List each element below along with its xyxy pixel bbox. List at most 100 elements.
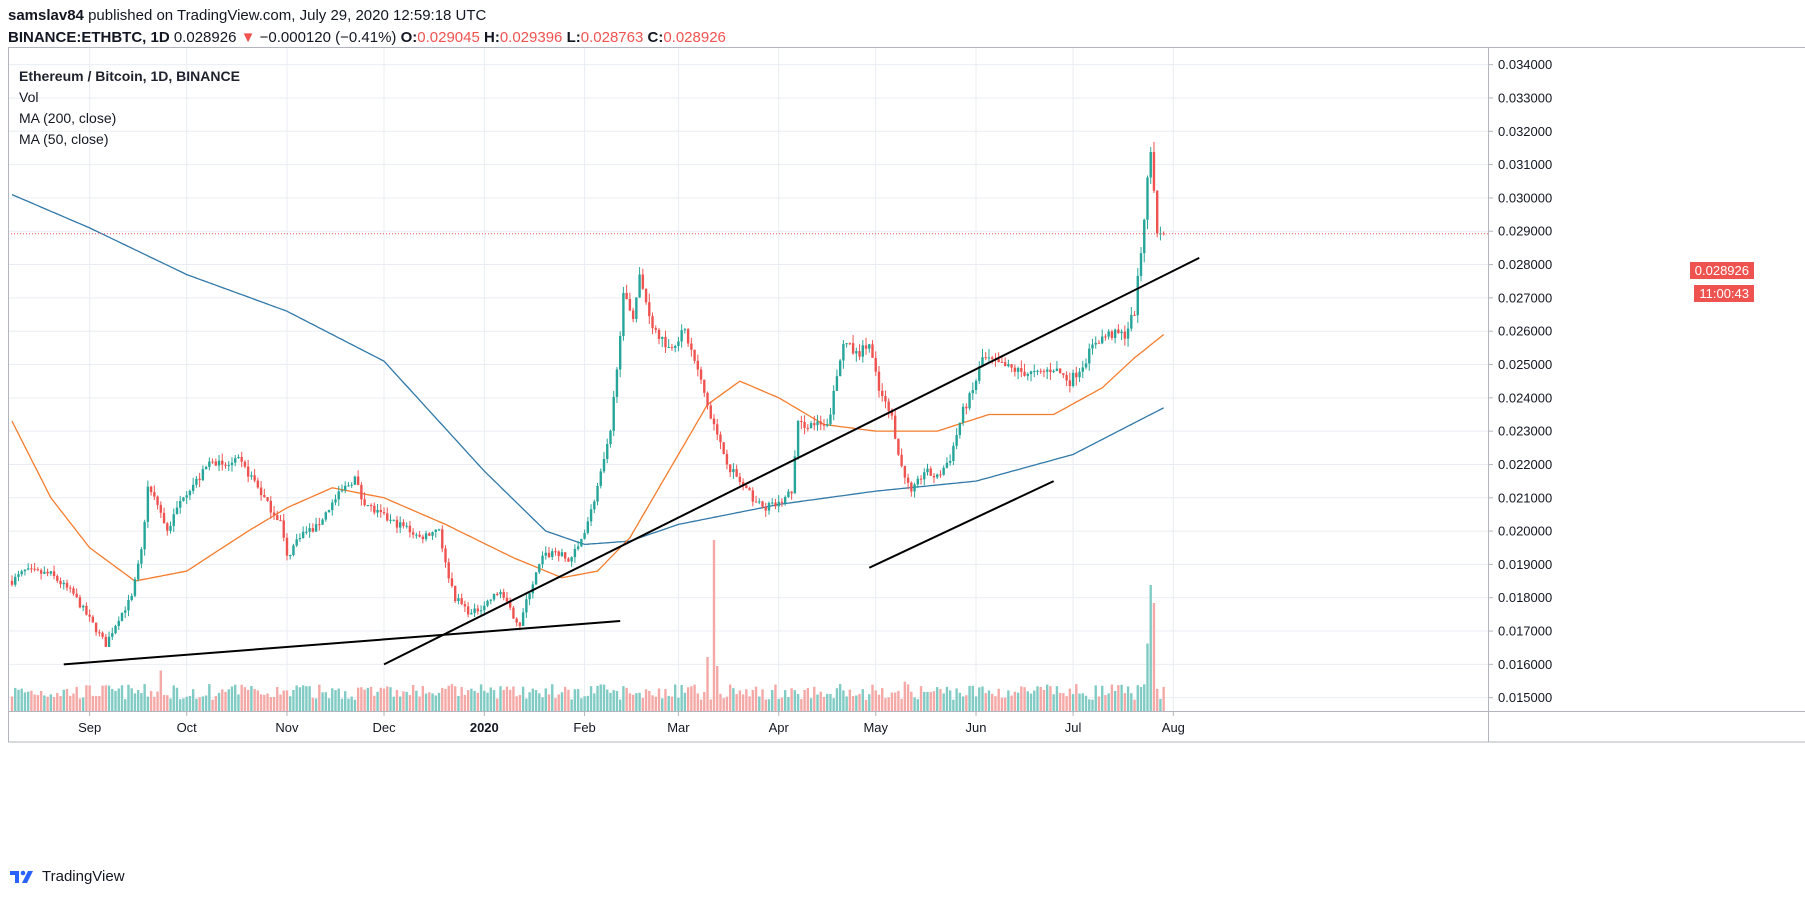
volume-bar <box>101 685 104 711</box>
candle-body <box>136 563 140 580</box>
y-tick-label: 0.022000 <box>1498 457 1552 472</box>
footer-brand[interactable]: TradingView <box>8 867 125 885</box>
open-label: O: <box>400 29 418 46</box>
candle-body <box>259 487 263 496</box>
candle-body <box>56 576 59 581</box>
volume-bar <box>434 695 437 711</box>
legend-vol[interactable]: Vol <box>19 89 39 105</box>
volume-bar <box>421 685 425 711</box>
volume-bar <box>324 692 327 711</box>
volume-bar <box>910 691 913 711</box>
volume-bar <box>981 686 984 711</box>
candle-body <box>926 468 929 473</box>
candle-body <box>334 499 337 503</box>
volume-bar <box>402 691 405 711</box>
candle-body <box>923 472 926 480</box>
chart-axes <box>8 47 1805 743</box>
x-tick-label: Sep <box>78 720 101 735</box>
candle-body <box>1013 367 1017 372</box>
volume-bar <box>871 684 874 711</box>
volume-bar <box>107 685 111 711</box>
volume-bar <box>117 688 120 711</box>
candle-body <box>625 292 628 299</box>
candle-body <box>156 496 159 505</box>
candle-body <box>159 504 163 513</box>
volume-bar <box>845 696 848 711</box>
legend-title[interactable]: Ethereum / Bitcoin, 1D, BINANCE <box>19 68 240 84</box>
candle-body <box>450 578 454 587</box>
candle-body <box>166 523 169 531</box>
volume-bar <box>615 690 619 711</box>
volume-bar <box>182 698 185 711</box>
volume-bar <box>389 687 392 711</box>
candle-body <box>1143 219 1146 254</box>
volume-bar <box>356 687 360 711</box>
legend-ma50[interactable]: MA (50, close) <box>19 131 109 147</box>
volume-bar <box>1010 695 1013 711</box>
volume-bar <box>1075 684 1078 711</box>
candle-body <box>1149 152 1152 178</box>
candle-body <box>162 512 166 524</box>
candle-body <box>858 351 861 357</box>
volume-bar <box>576 689 580 711</box>
candle-body <box>916 478 919 485</box>
candle-body <box>130 595 133 600</box>
volume-bar <box>179 699 182 711</box>
candle-body <box>544 552 547 556</box>
candle-body <box>39 570 43 574</box>
volume-bar <box>166 695 169 711</box>
candle-body <box>289 555 292 557</box>
volume-bar <box>654 696 657 711</box>
volume-bar <box>91 695 95 711</box>
volume-bar <box>479 684 483 711</box>
volume-bar <box>133 693 137 711</box>
candle-body <box>499 592 502 595</box>
candle-body <box>958 422 962 436</box>
candle-body <box>327 510 331 513</box>
volume-bar <box>829 694 832 711</box>
volume-bar <box>266 693 269 711</box>
author-name[interactable]: samslav84 <box>8 7 84 24</box>
candle-body <box>179 500 182 508</box>
volume-bar <box>758 696 761 711</box>
candle-body <box>224 464 227 466</box>
volume-bar <box>589 686 593 711</box>
candle-body <box>803 421 806 428</box>
candle-body <box>344 485 347 491</box>
volume-bar <box>690 686 693 711</box>
symbol-label: BINANCE:ETHBTC, 1D <box>8 29 170 46</box>
volume-bar <box>596 685 599 711</box>
brand-name: TradingView <box>42 867 125 885</box>
candle-body <box>17 574 20 577</box>
volume-bar <box>809 698 813 711</box>
candle-body <box>832 390 835 415</box>
volume-bar <box>156 691 159 711</box>
volume-bar <box>699 699 703 711</box>
candle-body <box>534 572 538 585</box>
volume-bar <box>46 696 49 711</box>
volume-bar <box>289 696 292 711</box>
volume-bar <box>932 691 936 711</box>
candle-body <box>838 360 842 377</box>
volume-bar <box>162 695 166 711</box>
candle-body <box>515 618 518 623</box>
volume-bar <box>997 688 1000 711</box>
volume-bar <box>1000 697 1004 711</box>
volume-bar <box>10 696 14 711</box>
volume-bar <box>774 684 777 711</box>
volume-bar <box>1049 686 1052 711</box>
legend-ma200[interactable]: MA (200, close) <box>19 110 117 126</box>
candle-body <box>596 485 599 502</box>
candle-body <box>1139 253 1143 276</box>
volume-bar <box>457 695 460 711</box>
candle-body <box>473 608 476 614</box>
volume-bar <box>473 690 476 711</box>
volume-bar <box>783 690 787 711</box>
candle-body <box>1152 152 1156 191</box>
volume-bar <box>796 694 800 711</box>
open-value: 0.029045 <box>417 29 480 46</box>
candle-body <box>321 519 324 525</box>
volume-bar <box>586 695 590 711</box>
volume-bar <box>554 698 557 711</box>
